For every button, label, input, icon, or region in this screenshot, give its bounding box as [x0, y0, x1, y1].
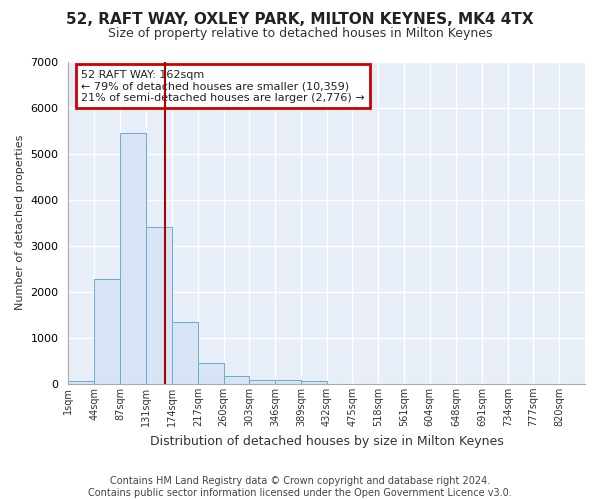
Text: Contains HM Land Registry data © Crown copyright and database right 2024.
Contai: Contains HM Land Registry data © Crown c… [88, 476, 512, 498]
Text: 52, RAFT WAY, OXLEY PARK, MILTON KEYNES, MK4 4TX: 52, RAFT WAY, OXLEY PARK, MILTON KEYNES,… [66, 12, 534, 28]
Bar [68, 381, 94, 384]
Bar [198, 363, 224, 384]
Text: Size of property relative to detached houses in Milton Keynes: Size of property relative to detached ho… [108, 28, 492, 40]
Bar [120, 133, 146, 384]
Bar [301, 381, 327, 384]
Bar [172, 322, 198, 384]
Text: 52 RAFT WAY: 162sqm
← 79% of detached houses are smaller (10,359)
21% of semi-de: 52 RAFT WAY: 162sqm ← 79% of detached ho… [82, 70, 365, 103]
Bar [275, 380, 301, 384]
Bar [146, 228, 172, 384]
Bar [224, 376, 250, 384]
Bar [94, 280, 120, 384]
X-axis label: Distribution of detached houses by size in Milton Keynes: Distribution of detached houses by size … [150, 434, 503, 448]
Y-axis label: Number of detached properties: Number of detached properties [15, 135, 25, 310]
Bar [250, 380, 275, 384]
